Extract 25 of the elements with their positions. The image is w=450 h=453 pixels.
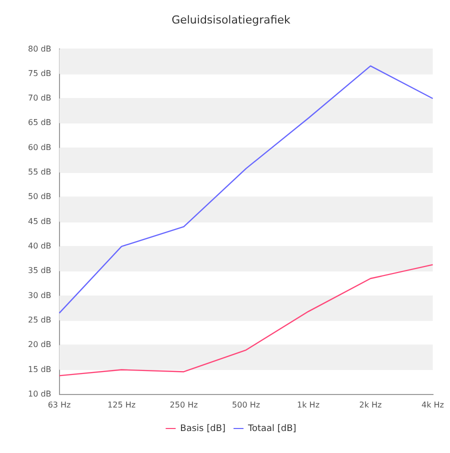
x-tick-label: 125 Hz xyxy=(108,400,136,410)
y-tick-label: 40 dB xyxy=(28,242,52,251)
y-tick-label: 50 dB xyxy=(28,192,52,202)
y-tick-label: 65 dB xyxy=(28,118,52,128)
y-tick-label: 30 dB xyxy=(28,290,52,300)
x-tick-label: 500 Hz xyxy=(232,400,260,410)
x-tick-label: 2k Hz xyxy=(359,400,382,410)
y-tick-label: 55 dB xyxy=(28,168,52,177)
chart-title: Geluidsisolatiegrafiek xyxy=(172,13,292,26)
x-tick-label: 250 Hz xyxy=(170,400,198,410)
x-tick-label: 1k Hz xyxy=(297,400,320,410)
y-tick-label: 60 dB xyxy=(28,142,52,152)
y-tick-label: 15 dB xyxy=(28,364,52,374)
y-tick-label: 25 dB xyxy=(28,316,52,325)
legend-label: Basis [dB] xyxy=(180,424,226,434)
y-tick-label: 80 dB xyxy=(28,44,52,54)
y-tick-label: 35 dB xyxy=(28,266,52,276)
y-tick-label: 45 dB xyxy=(28,216,52,226)
y-tick-label: 75 dB xyxy=(28,68,52,78)
x-tick-label: 63 Hz xyxy=(48,400,71,410)
y-tick-label: 10 dB xyxy=(28,389,52,398)
y-tick-label: 70 dB xyxy=(28,94,52,103)
x-tick-label: 4k Hz xyxy=(422,400,444,410)
y-tick-label: 20 dB xyxy=(28,340,52,350)
legend-label: Totaal [dB] xyxy=(247,424,296,434)
